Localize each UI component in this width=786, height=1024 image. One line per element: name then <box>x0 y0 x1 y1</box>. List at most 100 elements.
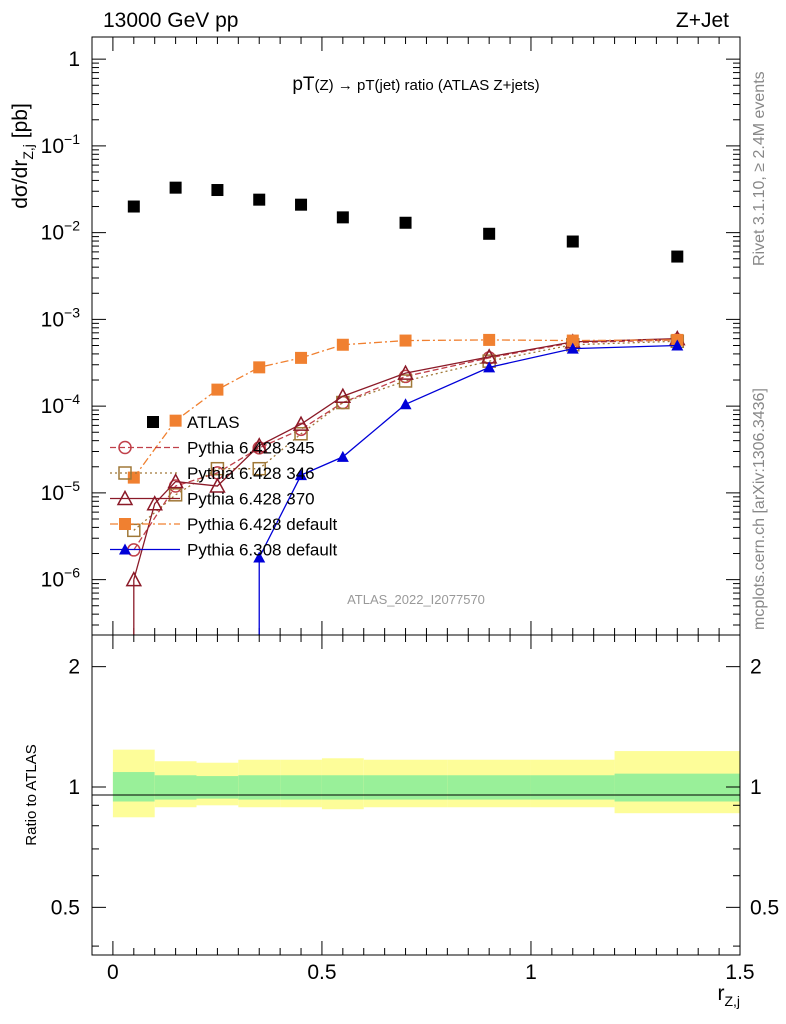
rivet-version-label: Rivet 3.1.10, ≥ 2.4M events <box>751 71 768 266</box>
ratio-y-tick-label-left: 1 <box>68 776 80 799</box>
y-tick-label: 10−3 <box>41 304 81 331</box>
series-line <box>133 339 678 551</box>
data-point <box>336 450 349 462</box>
header-process-label: Z+Jet <box>676 9 729 32</box>
xlabel-sub: Z,j <box>724 993 740 1009</box>
data-point <box>146 495 163 511</box>
legend-label: Pythia 6.428 346 <box>187 464 315 483</box>
data-point <box>399 216 412 229</box>
y-tick-label-exponent: −6 <box>64 565 80 581</box>
data-point <box>211 184 224 197</box>
data-point <box>399 334 412 347</box>
ratio-band-inner <box>321 775 364 800</box>
main-series-group <box>125 181 686 635</box>
ratio-band-inner <box>614 773 740 802</box>
xlabel-main: r <box>717 982 724 1005</box>
data-point <box>167 472 184 489</box>
ratio-band-inner <box>363 775 448 800</box>
data-point <box>294 427 308 441</box>
ratio-panel-frame <box>91 634 741 956</box>
data-point <box>566 235 579 248</box>
legend: ATLAS Pythia 6.428 345 Pythia 6.428 346 Pyt… <box>110 413 338 560</box>
ratio-band-inner <box>196 776 239 799</box>
legend-marker <box>119 543 131 555</box>
data-point <box>398 374 413 388</box>
data-point <box>127 471 140 484</box>
data-point <box>211 383 224 396</box>
data-point <box>209 477 226 493</box>
ratio-band-inner <box>112 772 155 802</box>
ratio-band-inner <box>238 775 281 800</box>
legend-label: Pythia 6.428 345 <box>187 439 315 458</box>
legend-marker <box>116 489 134 506</box>
series-line <box>133 337 678 580</box>
y-tick-label-exponent: −3 <box>64 304 80 320</box>
data-point <box>483 361 496 373</box>
data-point <box>169 181 182 194</box>
data-point <box>334 387 352 404</box>
y-tick-label: 10−6 <box>41 565 81 592</box>
legend-label: Pythia 6.428 370 <box>187 490 315 509</box>
ylabel-unit: [pb] <box>9 103 32 144</box>
ratio-y-tick-label-left: 2 <box>68 656 80 679</box>
data-point <box>252 441 266 455</box>
ratio-bands <box>112 749 740 818</box>
data-point <box>671 250 684 263</box>
legend-marker <box>147 416 159 428</box>
legend-label: ATLAS <box>187 413 240 432</box>
chart-title-part-2: (Z) <box>315 77 334 94</box>
ylabel-sub: Z,j <box>20 144 36 160</box>
data-point <box>566 342 579 354</box>
main-y-axis-label: dσ/drZ,j [pb] <box>9 103 36 209</box>
y-tick-label: 1 <box>68 48 80 71</box>
data-point <box>292 415 310 431</box>
ratio-axis-ticks: 0.5 0.5 1 1 2 2 <box>51 635 779 955</box>
y-tick-label-base: 10 <box>41 308 64 331</box>
main-y-tick-labels: 110−110−210−310−410−510−6 <box>41 48 81 591</box>
series-0 <box>127 181 684 263</box>
data-point <box>399 398 412 410</box>
header-energy-label: 13000 GeV pp <box>103 9 238 32</box>
ratio-y-tick-label-right: 1 <box>750 776 762 799</box>
series-line <box>133 340 678 531</box>
data-point <box>210 461 225 476</box>
y-tick-label: 10−5 <box>41 478 81 505</box>
data-point <box>397 364 414 380</box>
x-tick-label: 0 <box>107 961 119 984</box>
y-tick-label-base: 10 <box>41 482 64 505</box>
ratio-y-tick-label-right: 0.5 <box>750 896 779 919</box>
legend-marker <box>118 466 132 480</box>
ratio-band-inner <box>154 775 197 800</box>
ratio-panel: 0.5 0.5 1 1 2 2 Ratio to ATLAS <box>23 634 779 956</box>
data-point <box>483 227 496 240</box>
y-tick-label: 10−1 <box>41 131 81 158</box>
x-tick-label: 1.5 <box>725 961 754 984</box>
data-point <box>336 338 349 351</box>
data-point <box>336 211 349 224</box>
ratio-band-inner <box>530 775 615 800</box>
x-tick-labels: 0 0.5 1 1.5 <box>107 961 755 984</box>
data-point <box>127 200 140 213</box>
legend-label: Pythia 6.308 default <box>187 541 338 560</box>
data-point <box>253 551 266 563</box>
data-point <box>671 339 684 351</box>
x-tick-label: 0.5 <box>307 961 336 984</box>
data-point <box>483 333 496 346</box>
chart-title-part-1: pT <box>292 74 315 95</box>
y-tick-label-base: 10 <box>41 135 64 158</box>
y-tick-label-exponent: −2 <box>64 218 80 234</box>
ratio-band-inner <box>447 775 531 800</box>
main-axis-ticks <box>92 37 741 635</box>
data-point <box>252 461 266 476</box>
legend-marker <box>118 440 132 455</box>
y-tick-label-exponent: −4 <box>64 391 80 407</box>
data-point <box>295 198 308 211</box>
ratio-band-inner <box>280 775 322 800</box>
y-tick-label: 10−2 <box>41 218 81 245</box>
series-line <box>133 339 678 478</box>
ylabel-main: dσ/dr <box>9 160 32 209</box>
ratio-y-tick-label-right: 2 <box>750 656 762 679</box>
ratio-y-tick-label-left: 0.5 <box>51 896 80 919</box>
